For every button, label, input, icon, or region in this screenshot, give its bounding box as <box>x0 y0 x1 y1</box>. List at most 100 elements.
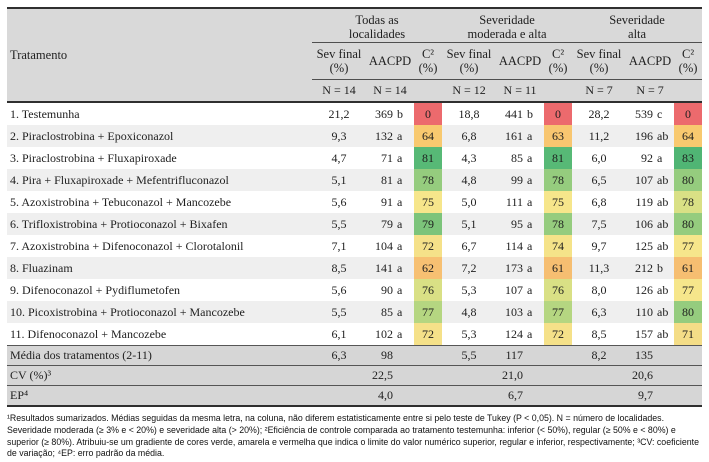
aacpd-letter: a <box>527 326 533 341</box>
aacpd-number: 173 <box>505 260 524 275</box>
summary-sev-value: 8,2 <box>572 345 627 366</box>
aacpd-value: 369 b <box>366 102 414 125</box>
n-value: N = 7 <box>572 79 627 103</box>
summary-row: Média dos tratamentos (2-11) 6,3 98 5,5 117 8… <box>7 345 703 366</box>
sev-final-value: 9,7 <box>591 238 607 253</box>
aacpd-letter: c <box>657 106 663 121</box>
aacpd-value: 102 a <box>366 323 414 346</box>
aacpd-number: 369 <box>375 106 393 121</box>
c2-value: 78 <box>414 169 443 191</box>
treatment-name: 1. Testemunha <box>10 106 80 121</box>
aacpd-number: 71 <box>381 150 393 165</box>
summary-sev-value: 6,3 <box>312 345 366 366</box>
n-value: N = 12 <box>442 79 497 103</box>
aacpd-number: 85 <box>511 150 524 165</box>
aacpd-number: 92 <box>641 150 654 165</box>
summary-sev-value <box>572 385 627 407</box>
aacpd-value: 79 a <box>366 213 414 235</box>
table-row: 4. Pira + Fluxapiroxade + Mefentriflucon… <box>7 169 703 191</box>
treatment-name: 8. Fluazinam <box>7 257 312 279</box>
treatment-rows: 1. Testemunha 21,2 369 b 0 18,8 441 b 0 28,2 539 c 0… <box>7 102 703 346</box>
sev-final-value: 6,0 <box>591 150 607 165</box>
n-value <box>674 79 703 103</box>
c2-value: 80 <box>674 301 703 323</box>
c2-value: 79 <box>414 213 443 235</box>
sev-final-value: 8,5 <box>591 326 607 341</box>
summary-c2-cell <box>544 345 573 366</box>
aacpd-letter: a <box>397 304 403 319</box>
sev-final-value: 21,2 <box>328 106 350 121</box>
c2-value: 72 <box>544 323 573 346</box>
aacpd-letter: a <box>527 128 533 143</box>
aacpd-letter: a <box>397 260 403 275</box>
n-value: N = 7 <box>626 79 675 103</box>
sev-final-value: 4,8 <box>442 169 497 191</box>
sev-final-value: 8,0 <box>591 282 607 297</box>
aacpd-letter: a <box>657 150 663 165</box>
aacpd-number: 98 <box>381 348 393 362</box>
summary-c2-cell <box>674 365 703 386</box>
sev-final-value: 7,1 <box>331 238 347 253</box>
aacpd-letter: a <box>527 282 533 297</box>
subheader-aacpd: AACPD <box>366 42 414 80</box>
results-table: Tratamento Todas as localidades Severida… <box>7 7 703 407</box>
summary-c2-cell <box>414 345 443 366</box>
aacpd-number: 4,0 <box>378 388 393 402</box>
table-row: 9. Difenoconazol + Pydiflumetofen 5,6 90 a 7… <box>7 279 703 301</box>
aacpd-number: 85 <box>381 304 393 319</box>
table-row: 5. Azoxistrobina + Tebuconazol + Mancoze… <box>7 191 703 213</box>
summary-c2-cell <box>414 385 443 407</box>
table-header: Tratamento Todas as localidades Severida… <box>7 8 703 103</box>
aacpd-value: 212 b <box>626 257 675 279</box>
sev-final-value: 4,7 <box>331 150 347 165</box>
aacpd-letter: a <box>397 238 403 253</box>
aacpd-number: 81 <box>381 172 393 187</box>
n-value <box>544 79 573 103</box>
c2-value: 71 <box>674 323 703 346</box>
c2-value: 64 <box>674 125 703 147</box>
c2-value: 72 <box>414 323 443 346</box>
sev-final-value: 5,5 <box>312 301 366 323</box>
aacpd-value: 125 ab <box>626 235 674 257</box>
aacpd-number: 117 <box>505 348 524 362</box>
sev-final-value: 6,8 <box>442 125 497 147</box>
aacpd-letter: a <box>397 150 403 165</box>
aacpd-value: 441 b <box>496 102 544 125</box>
treatment-name: 10. Picoxistrobina + Protioconazol + Man… <box>7 301 312 323</box>
c2-value: 77 <box>674 279 703 301</box>
aacpd-value: 107 a <box>496 279 544 301</box>
treatment-name: 4. Pira + Fluxapiroxade + Mefentriflucon… <box>7 169 312 191</box>
sev-final-value: 5,0 <box>461 194 477 209</box>
aacpd-number: 110 <box>635 304 654 319</box>
aacpd-number: 9,7 <box>638 388 654 402</box>
aacpd-value: 110 ab <box>626 301 675 323</box>
subheader-sev-final: Sev final (%) <box>442 42 497 80</box>
treatment-name: 5. Azoxistrobina + Tebuconazol + Mancoze… <box>10 194 232 209</box>
c2-value: 81 <box>544 147 573 169</box>
summary-c2-cell <box>544 365 573 386</box>
aacpd-letter: ab <box>657 326 669 341</box>
aacpd-value: 107 ab <box>626 169 675 191</box>
c2-value: 75 <box>544 191 573 213</box>
aacpd-value: 539 c <box>626 102 674 125</box>
sev-final-value: 9,3 <box>312 125 366 147</box>
sev-final-value: 5,6 <box>331 282 347 297</box>
c2-value: 74 <box>544 235 573 257</box>
sev-final-value: 4,3 <box>461 150 477 165</box>
aacpd-value: 119 ab <box>626 191 674 213</box>
aacpd-letter: b <box>397 106 403 121</box>
aacpd-number: 157 <box>635 326 654 341</box>
summary-sev-value <box>442 385 497 407</box>
treatment-name: 7. Azoxistrobina + Difenoconazol + Cloro… <box>10 238 244 253</box>
aacpd-value: 90 a <box>366 279 414 301</box>
aacpd-letter: ab <box>657 282 669 297</box>
sev-final-value: 6,5 <box>572 169 627 191</box>
summary-label: EP⁴ <box>7 385 312 407</box>
aacpd-number: 22,5 <box>372 368 393 382</box>
aacpd-letter: b <box>657 260 664 275</box>
aacpd-value: 91 a <box>366 191 414 213</box>
n-value: N = 14 <box>366 79 414 103</box>
aacpd-value: 104 a <box>366 235 414 257</box>
sev-final-value: 6,3 <box>572 301 627 323</box>
subheader-sev-final: Sev final (%) <box>312 42 366 80</box>
